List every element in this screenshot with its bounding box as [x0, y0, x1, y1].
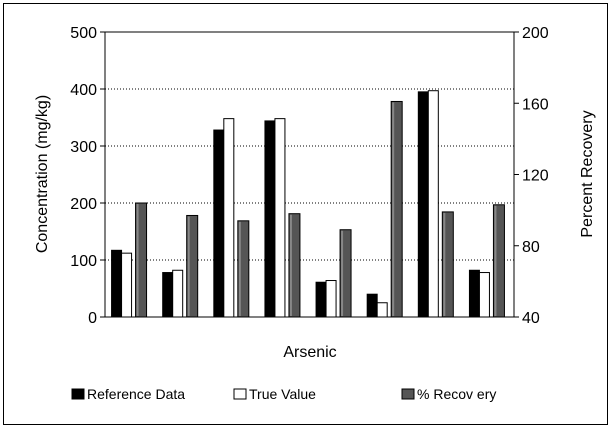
bar-true-value — [223, 118, 235, 318]
bar-highlight — [187, 216, 190, 316]
bar-reference — [417, 91, 429, 318]
y-tick-label: 500 — [70, 25, 97, 42]
legend-swatch-reference — [71, 388, 85, 400]
legend-label-true-value: True Value — [249, 386, 316, 402]
y-axis-label: Concentration (mg/kg) — [34, 95, 51, 253]
bar-true-value — [478, 272, 490, 318]
bar-highlight — [494, 205, 497, 316]
bar-highlight — [443, 212, 446, 316]
legend-swatch-true-value — [233, 388, 247, 400]
chart-frame — [3, 3, 608, 425]
y-tick-label: 100 — [70, 253, 97, 270]
legend-label-reference: Reference Data — [87, 386, 185, 402]
bar-reference — [264, 120, 276, 318]
bar-reference — [468, 269, 480, 318]
y-axis-ticks: 0 100 200 300 400 500 — [70, 25, 105, 327]
y2-tick-label: 40 — [522, 310, 540, 327]
bar-highlight — [392, 102, 395, 316]
gridlines — [105, 88, 514, 261]
y2-axis-ticks: 40 80 120 160 200 — [514, 25, 549, 327]
bar-true-value — [121, 252, 133, 318]
x-axis-label: Arsenic — [283, 344, 336, 361]
legend: Reference Data True Value % Recov ery — [71, 386, 496, 402]
y2-axis-label: Percent Recovery — [579, 110, 596, 237]
bar-true-value — [274, 118, 286, 318]
bars — [111, 90, 505, 318]
bar-reference — [111, 249, 123, 318]
legend-swatch-recovery — [401, 388, 415, 400]
bar-reference — [366, 293, 378, 318]
bar-reference — [213, 129, 225, 318]
bar-highlight — [289, 214, 292, 316]
bar-true-value — [325, 280, 337, 318]
bar-reference — [162, 272, 174, 318]
y-tick-label: 300 — [70, 139, 97, 156]
bar-true-value — [427, 90, 439, 318]
bar-highlight — [238, 221, 241, 316]
bar-highlight — [341, 230, 344, 316]
y2-tick-label: 200 — [522, 25, 549, 42]
y-tick-label: 200 — [70, 196, 97, 213]
bar-true-value — [376, 302, 388, 318]
bar-reference — [315, 281, 327, 318]
y-tick-label: 0 — [88, 310, 97, 327]
bar-true-value — [172, 269, 184, 318]
legend-label-recovery: % Recov ery — [417, 386, 496, 402]
y-tick-label: 400 — [70, 82, 97, 99]
y2-tick-label: 120 — [522, 168, 549, 185]
y2-tick-label: 160 — [522, 96, 549, 113]
bar-highlight — [136, 204, 139, 316]
y2-tick-label: 80 — [522, 239, 540, 256]
